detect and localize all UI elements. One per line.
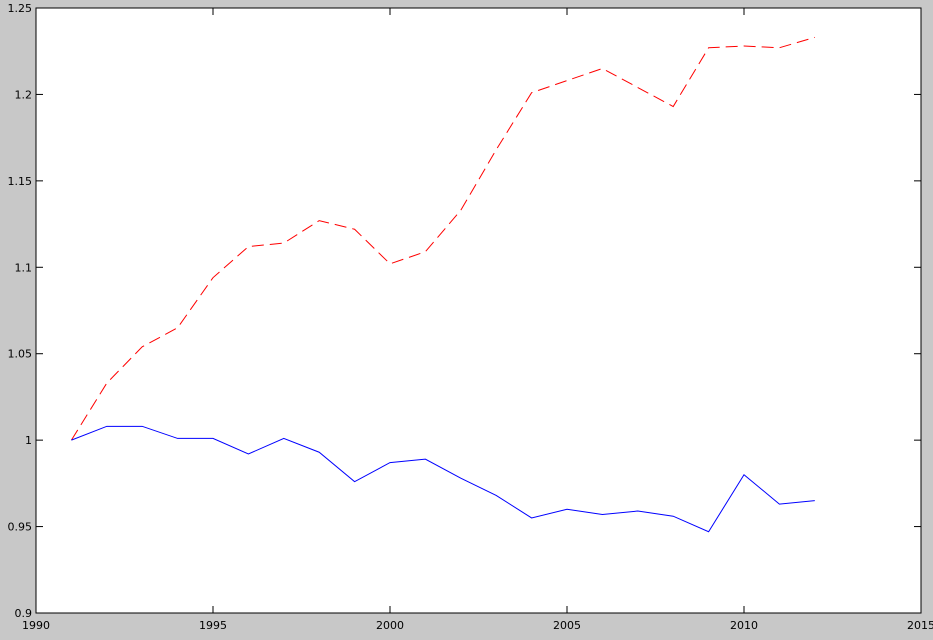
y-tick-label: 1.15: [8, 175, 33, 188]
x-tick-label: 1995: [199, 619, 227, 632]
series-line: [70, 36, 815, 441]
y-tick-label: 1.25: [8, 2, 33, 15]
y-tick-label: 0.9: [15, 607, 33, 620]
y-tick-label: 0.95: [8, 521, 33, 534]
y-tick-label: 1: [25, 434, 32, 447]
x-tick-label: 2005: [553, 619, 581, 632]
x-tick-label: 2000: [376, 619, 404, 632]
y-tick-label: 1.2: [15, 88, 33, 101]
series-line: [71, 425, 815, 533]
x-tick-label: 1990: [22, 619, 50, 632]
x-tick-label: 2010: [730, 619, 758, 632]
y-tick-label: 1.05: [8, 348, 33, 361]
y-tick-label: 1.1: [15, 261, 33, 274]
plot-area: [35, 7, 922, 614]
x-tick-label: 2015: [907, 619, 933, 632]
